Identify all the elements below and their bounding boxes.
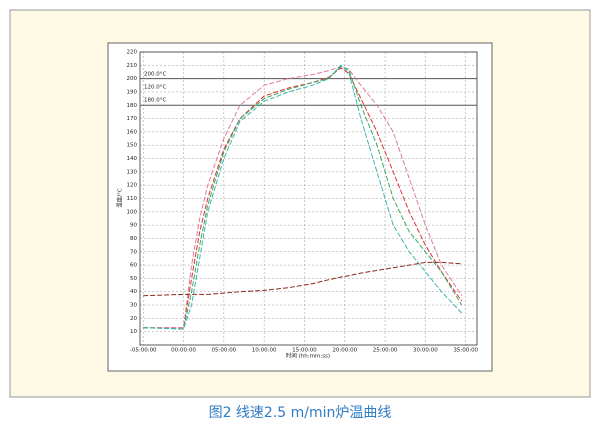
y-tick-label: 200 <box>127 76 138 82</box>
x-tick-label: 20:00:00 <box>332 348 357 354</box>
y-tick-label: 120 <box>127 183 138 189</box>
y-tick-label: 170 <box>127 116 138 122</box>
y-tick-label: 160 <box>127 129 138 135</box>
y-tick-label: 90 <box>130 223 137 229</box>
x-tick-label: -05:00:00 <box>130 348 157 354</box>
y-tick-label: 130 <box>127 169 138 175</box>
y-tick-label: 110 <box>127 196 138 202</box>
y-tick-label: 30 <box>130 303 137 309</box>
y-tick-label: 10 <box>130 329 137 335</box>
y-tick-label: 80 <box>130 236 137 242</box>
x-tick-label: 30:00:00 <box>413 348 438 354</box>
x-tick-label: 25:00:00 <box>373 348 398 354</box>
annotation: 200.0°C <box>144 72 166 78</box>
series-line <box>143 261 462 297</box>
y-tick-label: 220 <box>127 50 138 56</box>
annotation: 180.0°C <box>144 98 166 104</box>
chart-frame <box>107 42 493 372</box>
series-line <box>143 66 463 329</box>
caption: 图2 线速2.5 m/min炉温曲线 <box>209 405 392 421</box>
y-tick-label: 50 <box>130 276 137 282</box>
x-axis-label: 时间 (hh:mm:ss) <box>286 352 330 360</box>
annotation: 120.0°C <box>144 85 166 91</box>
x-tick-label: 35:00:00 <box>453 348 478 354</box>
y-tick-label: 180 <box>127 103 138 109</box>
y-tick-label: 20 <box>130 316 137 322</box>
y-tick-label: 140 <box>127 156 138 162</box>
x-tick-label: 05:00:00 <box>211 348 236 354</box>
y-tick-label: 210 <box>127 63 138 69</box>
series-line <box>143 64 463 330</box>
x-tick-label: 00:00:00 <box>171 348 196 354</box>
x-tick-label: 15:00:00 <box>292 348 317 354</box>
y-tick-label: 100 <box>127 209 138 215</box>
y-axis-label: 温度/°C <box>116 188 124 208</box>
y-tick-label: 70 <box>130 249 137 255</box>
y-tick-label: 40 <box>130 289 137 295</box>
y-tick-label: 60 <box>130 263 137 269</box>
plot-area <box>139 51 478 346</box>
series-line <box>143 67 463 329</box>
x-tick-label: 10:00:00 <box>252 348 277 354</box>
y-tick-label: 150 <box>127 143 138 149</box>
y-tick-label: 190 <box>127 89 138 95</box>
